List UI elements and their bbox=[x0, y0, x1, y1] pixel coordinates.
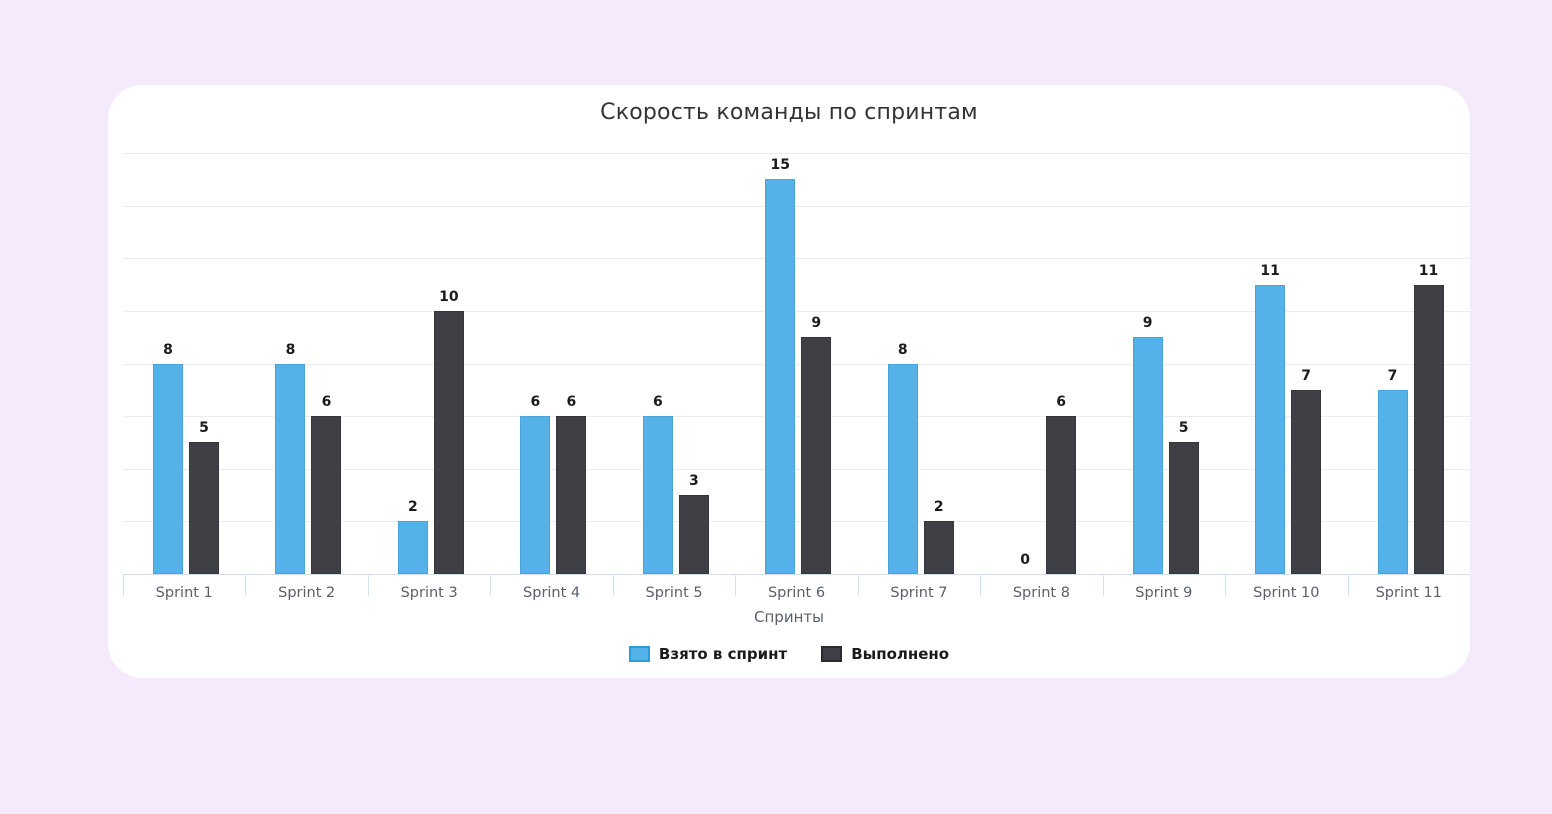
bar-value-label: 9 bbox=[811, 315, 822, 332]
bar-taken[interactable] bbox=[520, 416, 551, 574]
chart-card: Скорость команды по спринтам 02468101214… bbox=[108, 85, 1470, 678]
bar-value-label: 15 bbox=[770, 157, 790, 174]
x-axis-tick bbox=[245, 574, 247, 596]
gridline bbox=[123, 521, 1470, 523]
bar-value-label: 11 bbox=[1418, 262, 1439, 279]
x-axis-category-label: Sprint 3 bbox=[400, 585, 458, 601]
x-axis-tick bbox=[735, 574, 737, 596]
bar-value-label: 6 bbox=[566, 394, 577, 411]
chart-legend: Взято в спринт Выполнено bbox=[108, 645, 1470, 663]
bar-value-label: 8 bbox=[285, 341, 296, 358]
x-axis-tick bbox=[367, 574, 369, 596]
bar-done[interactable] bbox=[678, 495, 709, 574]
bar-value-label: 6 bbox=[652, 394, 663, 411]
bar-done[interactable] bbox=[1291, 389, 1322, 574]
bar-value-label: 10 bbox=[439, 288, 459, 305]
x-axis-category-label: Sprint 10 bbox=[1253, 585, 1320, 601]
x-axis-tick bbox=[1347, 574, 1349, 596]
bar-taken[interactable] bbox=[1255, 284, 1286, 574]
x-axis-category-label: Sprint 6 bbox=[767, 585, 826, 601]
x-axis-title: Спринты bbox=[754, 608, 824, 626]
gridline bbox=[123, 363, 1470, 365]
bar-group: 15 9 bbox=[735, 153, 857, 574]
bar-done[interactable] bbox=[433, 310, 464, 574]
gridline bbox=[123, 153, 1470, 154]
x-axis-category-label: Sprint 9 bbox=[1135, 585, 1193, 601]
bar-value-label: 11 bbox=[1260, 262, 1280, 279]
bar-done[interactable] bbox=[1413, 284, 1444, 574]
bar-value-label: 6 bbox=[321, 394, 332, 411]
x-axis-tick bbox=[612, 574, 614, 596]
bar-done[interactable] bbox=[801, 337, 832, 574]
legend-label: Выполнено bbox=[851, 645, 950, 663]
x-axis-tick bbox=[1225, 574, 1227, 596]
x-axis-category-label: Sprint 1 bbox=[155, 585, 213, 601]
x-axis-category-label: Sprint 2 bbox=[278, 585, 336, 601]
bar-value-label: 2 bbox=[408, 499, 418, 516]
gridline bbox=[123, 416, 1470, 418]
bar-value-label: 8 bbox=[897, 341, 908, 358]
x-axis-tick bbox=[857, 574, 859, 596]
gridline bbox=[123, 258, 1470, 260]
legend-label: Взято в спринт bbox=[658, 645, 788, 663]
bars-layer: 8 5 8 6 2 10 6 6 6 3 15 9 8 2 0 6 9 5 11 7 7 11 bbox=[123, 153, 1470, 574]
x-axis-tick bbox=[123, 574, 124, 596]
bar-group: 2 10 bbox=[368, 153, 490, 574]
bar-done[interactable] bbox=[1046, 416, 1077, 574]
gridline bbox=[123, 310, 1470, 312]
bar-done[interactable] bbox=[556, 416, 587, 574]
bar-group: 7 11 bbox=[1348, 153, 1470, 574]
gridline bbox=[123, 468, 1470, 470]
bar-taken[interactable] bbox=[1132, 337, 1163, 574]
x-axis-category-label: Sprint 11 bbox=[1375, 585, 1442, 601]
legend-swatch-icon bbox=[628, 646, 650, 662]
bar-value-label: 7 bbox=[1301, 367, 1311, 384]
x-axis-category-label: Sprint 4 bbox=[523, 585, 581, 601]
bar-value-label: 3 bbox=[688, 473, 699, 490]
bar-taken[interactable] bbox=[887, 363, 918, 574]
bar-value-label: 5 bbox=[1178, 420, 1189, 437]
x-axis-tick bbox=[980, 574, 982, 596]
legend-swatch-icon bbox=[821, 646, 843, 662]
x-axis-line bbox=[123, 574, 1470, 575]
x-axis-category-label: Sprint 7 bbox=[890, 585, 948, 601]
bar-value-label: 6 bbox=[530, 394, 541, 411]
bar-taken[interactable] bbox=[153, 363, 183, 574]
bar-value-label: 7 bbox=[1387, 367, 1398, 384]
bar-group: 11 7 bbox=[1225, 153, 1347, 574]
bar-taken[interactable] bbox=[275, 363, 306, 574]
gridline bbox=[123, 205, 1470, 207]
x-axis-category-labels: Sprint 1 Sprint 2 Sprint 3 Sprint 4 Sprint 5… bbox=[123, 585, 1470, 609]
x-axis-category-label: Sprint 8 bbox=[1012, 585, 1070, 601]
bar-value-label: 6 bbox=[1056, 394, 1067, 411]
bar-value-label: 2 bbox=[933, 499, 944, 516]
bar-taken[interactable] bbox=[1377, 389, 1408, 574]
bar-taken[interactable] bbox=[642, 416, 673, 574]
bar-done[interactable] bbox=[311, 416, 342, 574]
bar-value-label: 9 bbox=[1142, 315, 1153, 332]
bar-value-label: 5 bbox=[199, 420, 209, 437]
legend-item[interactable]: Выполнено bbox=[821, 645, 949, 663]
bar-value-label: 0 bbox=[1020, 552, 1031, 568]
chart-title: Скорость команды по спринтам bbox=[600, 100, 978, 125]
x-axis-category-label: Sprint 5 bbox=[645, 585, 703, 601]
bar-done[interactable] bbox=[1168, 442, 1199, 574]
x-axis-tick bbox=[1102, 574, 1104, 596]
bar-taken[interactable] bbox=[397, 521, 428, 574]
bar-value-label: 8 bbox=[163, 341, 173, 358]
bar-done[interactable] bbox=[923, 521, 954, 574]
legend-item[interactable]: Взято в спринт bbox=[628, 645, 788, 663]
x-axis-tick bbox=[490, 574, 492, 596]
bar-done[interactable] bbox=[189, 442, 219, 574]
bar-taken[interactable] bbox=[765, 179, 796, 574]
